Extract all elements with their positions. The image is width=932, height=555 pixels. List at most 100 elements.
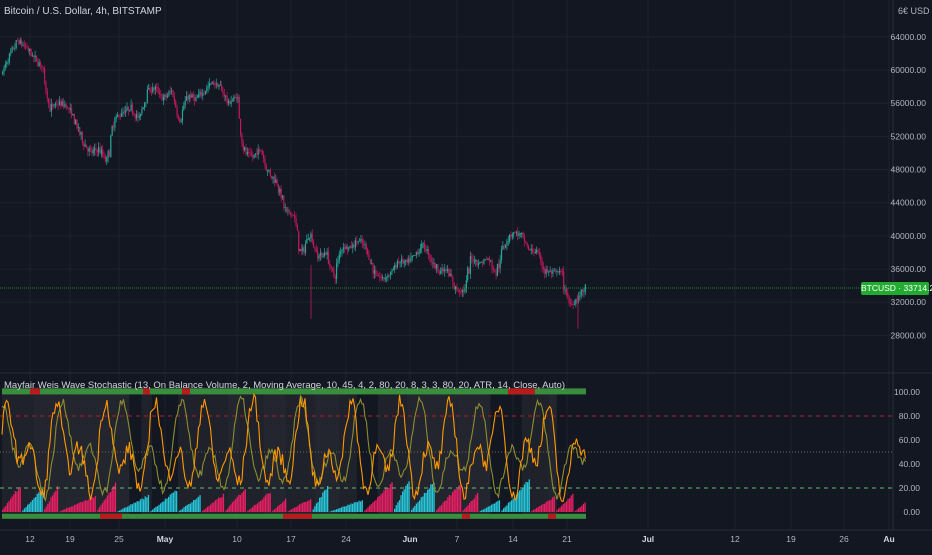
wave-bar [444,501,446,512]
candle-body [422,242,424,244]
indicator-axis[interactable]: 0.00 20.00 40.00 60.00 80.00 100.00 [894,387,920,517]
wave-bar [380,494,382,512]
price-axis[interactable]: 28000.00 32000.00 36000.00 40000.00 44000.00… [891,32,927,341]
wave-bar [256,503,259,512]
candle-body [565,289,567,293]
wave-bar [550,499,552,512]
wave-bar [128,505,130,512]
wave-bar [494,503,496,512]
wave-bar [86,500,88,512]
candle-body [573,304,576,306]
wave-bar [417,502,419,512]
bottom-band-red-segment [548,513,556,519]
price-tick-label: 52000.00 [891,131,927,141]
candle-body [495,270,497,276]
wave-bar [581,505,583,512]
candle-body [536,249,538,253]
wave-bar [375,500,377,512]
candle-body [139,113,142,116]
candle-body [46,91,48,99]
candle-body [580,289,582,296]
wave-bar [67,507,69,512]
grid-lines [0,0,893,530]
wave-bar [18,488,20,512]
candle-body [487,258,489,260]
candle-body [281,195,284,198]
wave-bar [559,507,561,512]
candle-body [125,110,127,113]
candle-body [481,262,484,264]
candle-body [477,263,480,265]
wave-bar [428,488,430,512]
candle-body [533,251,535,253]
candle-body [162,96,165,101]
wave-bar [414,505,416,512]
candle-body [342,247,344,250]
wave-bar [437,508,439,512]
wave-bar [298,504,301,512]
wave-bar [164,498,167,512]
wave-bar [31,500,34,512]
indicator-title[interactable]: Mayfair Weis Wave Stochastic (13, On Bal… [4,380,565,391]
candle-body [381,277,384,279]
candle-body [564,289,566,291]
candle-body [214,84,216,86]
wave-bar [127,506,129,512]
stochastic-fast-line [1,392,587,503]
candle-body [386,277,388,279]
wave-bar [361,500,363,512]
wave-bar [531,511,533,512]
candle-body [61,101,63,106]
candle-body [22,45,24,46]
candle-body [542,266,545,270]
time-axis[interactable]: 12 19 25 May 10 17 24 Jun 7 14 21 Jul 12 19 26 Au [25,534,894,544]
candle-body [208,83,211,87]
candle-body [50,104,52,112]
wave-bar [312,509,314,512]
candle-body [169,91,171,93]
wave-bar [77,503,79,512]
candle-body [185,96,188,101]
wave-bar [39,490,42,512]
candle-body [35,55,38,61]
wave-bar [169,494,171,512]
wave-bar [210,504,212,512]
candle-body [503,245,505,248]
indicator-shade [339,387,357,516]
wave-bar [345,506,347,512]
bottom-band-red-segment [283,513,312,519]
candle-body [453,282,455,290]
candle-body [423,242,426,250]
candle-body [106,157,108,162]
candle-body [502,245,504,250]
time-tick-label: 12 [25,534,35,544]
candle-body [153,87,155,90]
currency-label[interactable]: 6€ USD [898,6,930,16]
candle-body [506,241,508,246]
wave-bar [48,501,51,512]
candle-body [65,104,67,108]
candle-body [223,93,225,97]
candle-body [43,68,46,82]
wave-bar [136,501,138,512]
wave-bar [135,502,137,512]
candle-body [15,40,17,49]
candle-body [576,299,578,301]
wave-bar [111,488,113,512]
candle-body [250,153,253,156]
candle-body [60,101,62,106]
wave-bar [62,509,64,512]
wave-bar [176,491,178,512]
candle-body [121,113,123,117]
wave-bar [504,506,506,512]
candle-body [267,170,269,172]
candle-body [25,45,27,47]
wave-bar [252,507,254,512]
wave-bar [221,497,223,512]
candle-body [475,259,477,262]
candle-body [402,258,404,264]
wave-bar [91,496,93,512]
wave-bar [378,496,380,512]
indicator-tick-label: 20.00 [899,483,921,493]
